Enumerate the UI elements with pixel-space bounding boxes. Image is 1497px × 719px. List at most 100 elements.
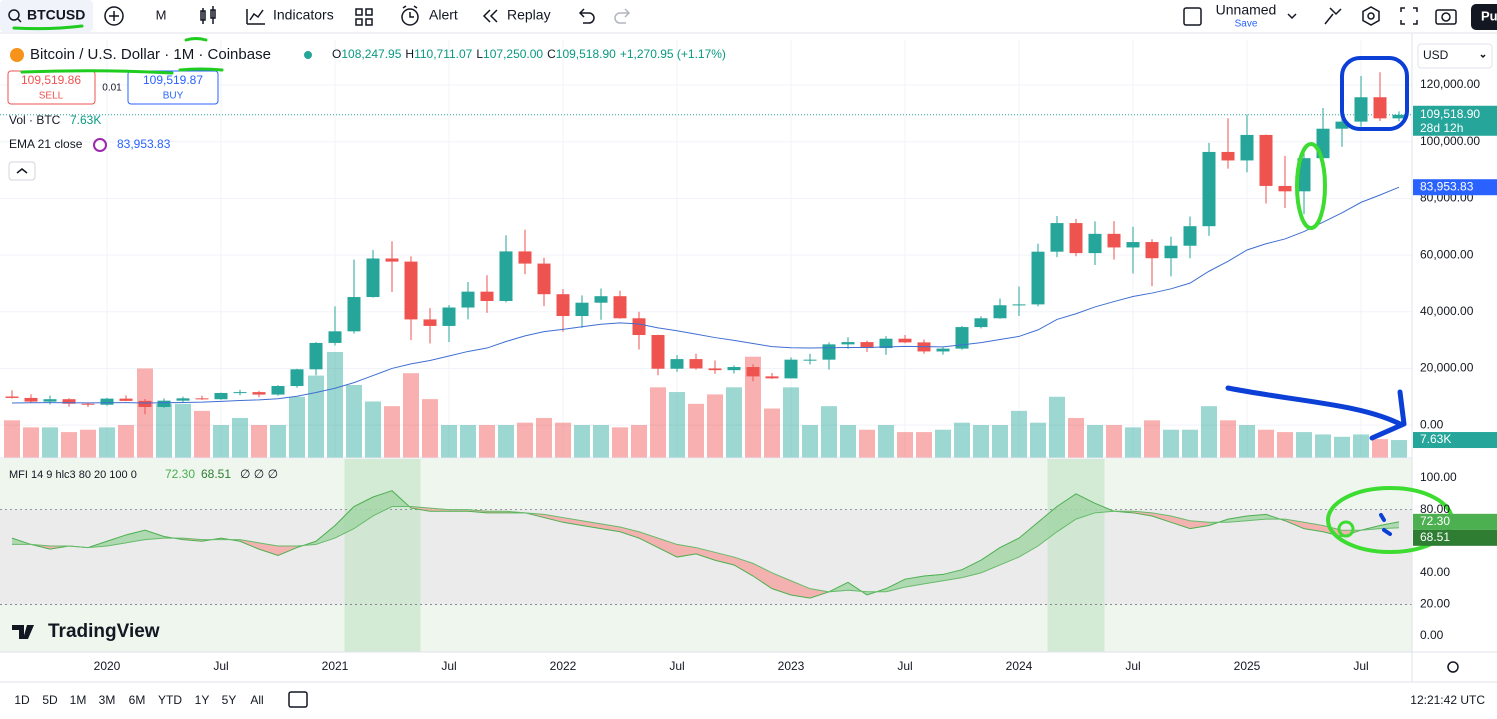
- collapse-button[interactable]: [8, 161, 36, 181]
- overbought-zone: [1066, 459, 1086, 652]
- market-status[interactable]: [304, 51, 312, 59]
- axis-settings[interactable]: [1447, 661, 1459, 673]
- volume-bar: [1277, 432, 1293, 458]
- mfi-fill: [1076, 493, 1095, 520]
- volume-bar: [251, 425, 267, 458]
- candle-body: [651, 335, 665, 369]
- candle-body: [1278, 185, 1292, 192]
- volume-bar: [1201, 406, 1217, 458]
- candle-body: [214, 392, 228, 400]
- time-tick-label: 2022: [550, 659, 577, 673]
- volume-bar: [821, 406, 837, 458]
- price-axis-frame: USD 12:21:42 UTC: [0, 34, 1497, 708]
- candle-body: [1107, 233, 1121, 248]
- buy-label[interactable]: BUY: [163, 91, 184, 102]
- sell-price[interactable]: 109,519.86: [21, 73, 81, 87]
- currency-menu: [1480, 54, 1486, 59]
- layout-menu[interactable]: [1287, 13, 1297, 20]
- layout-checkbox[interactable]: [1183, 7, 1202, 26]
- mfi-badge: [1413, 513, 1497, 530]
- undo-button[interactable]: [578, 8, 595, 24]
- ohlc-value: 109,518.90: [556, 47, 616, 61]
- candle-body: [43, 399, 57, 402]
- chart-type-button[interactable]: [200, 6, 216, 24]
- volume-bar: [422, 399, 438, 458]
- range-button[interactable]: 1D: [14, 693, 30, 707]
- volume-bar: [593, 425, 609, 458]
- publish-button[interactable]: [1471, 4, 1497, 30]
- alert-button[interactable]: Alert: [429, 7, 458, 23]
- candle-body: [1069, 223, 1083, 254]
- time-tick-label: 2021: [322, 659, 349, 673]
- mfi-fill: [1152, 512, 1171, 523]
- time-tick-label: Jul: [213, 659, 228, 673]
- settings-button[interactable]: [1362, 6, 1380, 26]
- range-button[interactable]: YTD: [158, 693, 182, 707]
- redo-button[interactable]: [614, 8, 631, 24]
- interval-button[interactable]: M: [156, 7, 167, 22]
- candle-body: [138, 400, 152, 407]
- volume-bar: [194, 410, 210, 458]
- annotation-circle: [1337, 520, 1355, 538]
- ema-value: 83,953.83: [117, 137, 171, 151]
- candle-body: [1240, 134, 1254, 161]
- quick-search-button[interactable]: [1324, 7, 1342, 25]
- volume-bar: [61, 432, 77, 458]
- date-range-button[interactable]: [288, 691, 308, 708]
- indicators-button[interactable]: Indicators: [273, 7, 334, 23]
- collapse-icon: [16, 168, 28, 174]
- volume-bar: [555, 422, 571, 458]
- volume-bar: [1011, 410, 1027, 458]
- volume-bar: [517, 422, 533, 458]
- publish-label[interactable]: Pu: [1481, 8, 1497, 23]
- mfi: [11, 490, 1400, 599]
- templates-button[interactable]: [355, 8, 373, 26]
- toolbar: BTCUSD M Indicators Alert Replay Unnamed…: [0, 0, 1497, 34]
- volume-bar: [1220, 420, 1236, 458]
- candle-body: [100, 398, 114, 405]
- range-button[interactable]: 6M: [129, 693, 146, 707]
- buy-button[interactable]: [127, 70, 219, 105]
- volume-bar: [802, 425, 818, 458]
- candle-body: [1335, 121, 1349, 129]
- sell-label[interactable]: SELL: [39, 91, 64, 102]
- spread: 0.01: [102, 83, 122, 94]
- volume-bar: [669, 392, 685, 458]
- range-button[interactable]: 5D: [42, 693, 58, 707]
- compare-button[interactable]: [104, 6, 124, 26]
- volume-bar: [1372, 439, 1388, 458]
- volume-bar: [403, 373, 419, 458]
- overbought-zone: [344, 459, 364, 652]
- snapshot-button[interactable]: [1435, 9, 1457, 25]
- logo-mark: [12, 625, 34, 639]
- symbol[interactable]: BTCUSD: [27, 7, 85, 23]
- currency[interactable]: USD: [1423, 48, 1449, 62]
- layout-name[interactable]: Unnamed: [1216, 2, 1277, 18]
- symbol-search[interactable]: [0, 0, 93, 32]
- replay-button[interactable]: Replay: [507, 7, 551, 23]
- save-label[interactable]: Save: [1235, 19, 1258, 30]
- range-button[interactable]: 3M: [99, 693, 116, 707]
- range-button[interactable]: 1Y: [195, 693, 210, 707]
- volume-axis-label: 7.63K: [1420, 432, 1451, 446]
- volume-bar: [1087, 425, 1103, 458]
- ema-line: [11, 186, 1400, 404]
- buy-price[interactable]: 109,519.87: [143, 73, 203, 87]
- range-button[interactable]: 1M: [70, 693, 87, 707]
- ema-icon[interactable]: [93, 138, 107, 152]
- mfi-fill: [924, 574, 943, 584]
- mfi-fill: [677, 544, 696, 558]
- candle-body: [841, 342, 855, 345]
- candle-body: [1392, 114, 1406, 119]
- currency-button[interactable]: [1417, 43, 1493, 69]
- range-button[interactable]: All: [250, 693, 263, 707]
- mfi-fill: [715, 552, 734, 565]
- mfi-fill: [1000, 538, 1019, 565]
- candle-body: [1183, 226, 1197, 246]
- ema-axis-label: 83,953.83: [1420, 179, 1474, 193]
- countdown: 28d 12h: [1420, 121, 1463, 135]
- range-button[interactable]: 5Y: [222, 693, 237, 707]
- overbought-zone: [401, 459, 421, 652]
- fullscreen-button[interactable]: [1400, 7, 1418, 25]
- annotation-underline: [12, 24, 84, 31]
